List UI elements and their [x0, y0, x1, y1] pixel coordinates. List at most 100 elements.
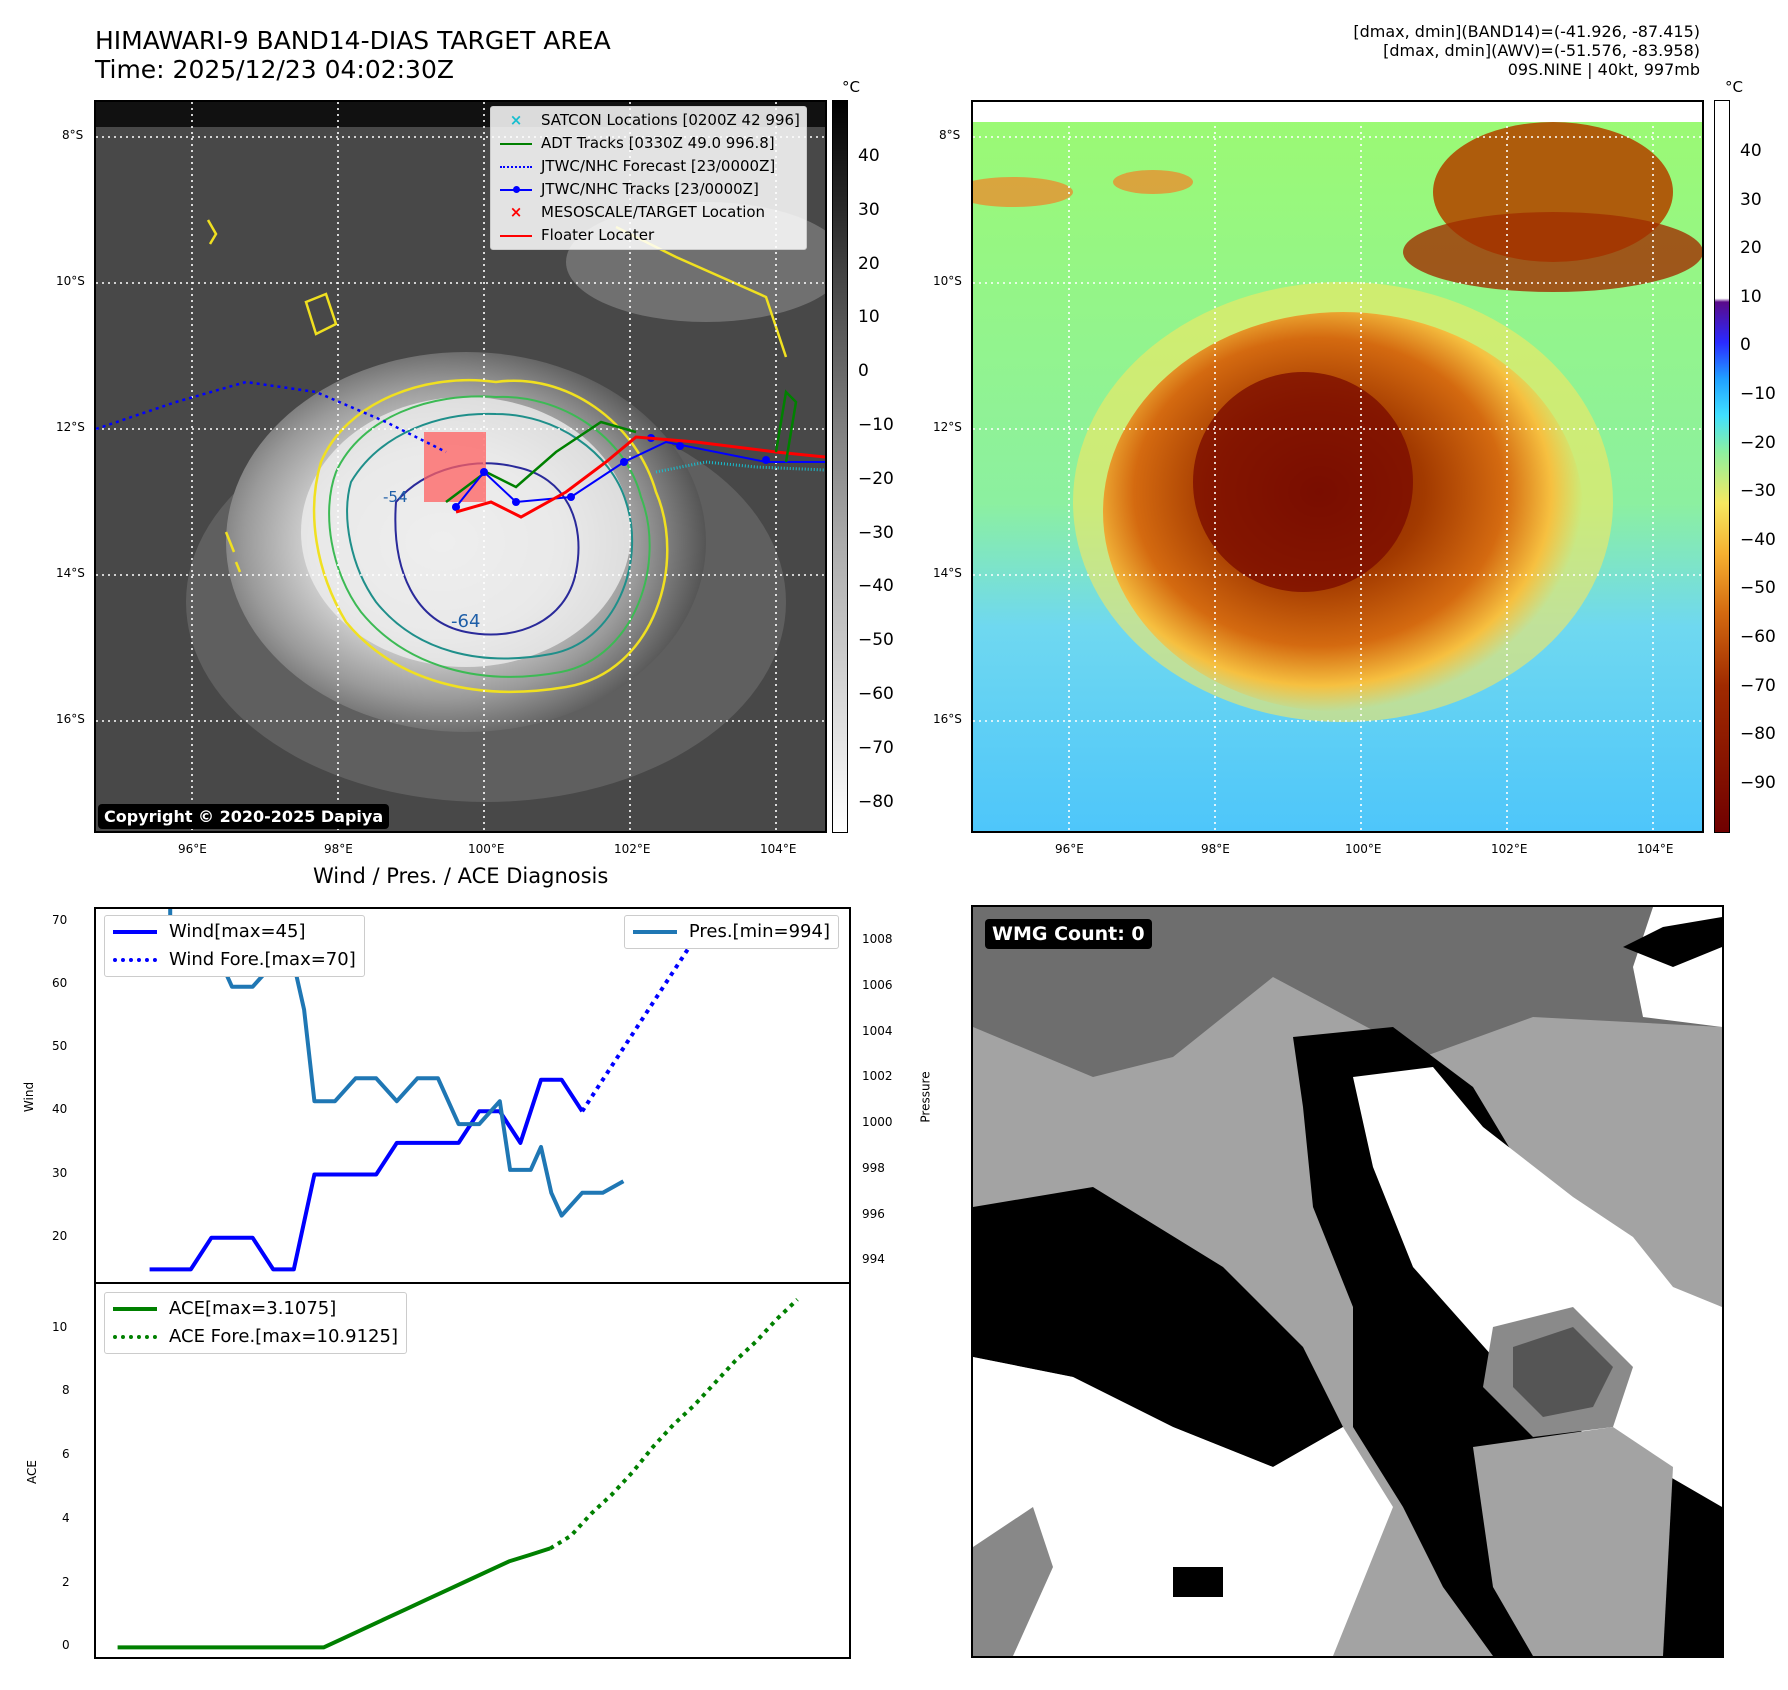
colorbar-right-tick: −90 — [1740, 772, 1776, 793]
target-area-box — [424, 432, 486, 502]
wind-axis-label: Wind — [22, 1081, 37, 1113]
floater-track — [455, 435, 825, 519]
legend-mesoscale: × MESOSCALE/TARGET Location — [497, 201, 800, 224]
legend-ace-forecast: ACE Fore.[max=10.9125] — [113, 1323, 398, 1351]
ir-map-legend: × SATCON Locations [0200Z 42 996] ADT Tra… — [490, 106, 807, 250]
lat-tick: 14°S — [933, 566, 962, 580]
colorbar-left-tick: 30 — [858, 199, 880, 220]
colorbar-right-tick: −10 — [1740, 384, 1776, 404]
pressure-legend: Pres.[min=994] — [623, 915, 839, 949]
series-wind-fore-line — [580, 919, 830, 1113]
lon-tick: 104°E — [760, 842, 797, 856]
colorbar-right-tick: −70 — [1740, 675, 1776, 696]
wmg-panel: WMG Count: 0 — [971, 905, 1724, 1658]
jtwc-track-points — [452, 434, 770, 511]
series-windline — [149, 1077, 584, 1272]
legend-satcon: × SATCON Locations [0200Z 42 996] — [497, 109, 800, 132]
colorbar-right-tick: 0 — [1740, 335, 1751, 356]
lon-tick: 100°E — [1345, 842, 1382, 856]
colorbar-right — [1714, 100, 1730, 833]
colorbar-left-tick: 0 — [858, 361, 869, 382]
colorbar-right-tick: −50 — [1740, 578, 1776, 599]
colorbar-left-tick: −60 — [858, 684, 894, 704]
legend-pressure: Pres.[min=994] — [632, 918, 830, 946]
colorbar-left-tick: −70 — [858, 737, 894, 758]
colorbar-left-tick: −10 — [858, 415, 894, 435]
pressure-tick: 1006 — [862, 977, 893, 992]
lat-tick: 8°S — [62, 128, 84, 142]
lon-tick: 102°E — [1491, 842, 1528, 856]
stats-block: [dmax, dmin](BAND14)=(-41.926, -87.415) … — [1100, 22, 1700, 79]
lat-tick: 12°S — [933, 420, 962, 434]
wind-tick: 50 — [52, 1039, 68, 1054]
ace-tick: 2 — [62, 1574, 70, 1589]
page-title: HIMAWARI-9 BAND14-DIAS TARGET AREA Time:… — [95, 26, 611, 84]
pressure-tick: 994 — [862, 1252, 885, 1267]
forecast-dotted-icon — [497, 155, 535, 178]
colorbar-right-tick: −80 — [1740, 724, 1776, 745]
colorbar-left-tick: −80 — [858, 791, 894, 812]
track-dot-line-icon — [497, 178, 535, 201]
colorbar-unit-right: °C — [1725, 78, 1743, 96]
lon-tick: 102°E — [614, 842, 651, 856]
wind-line-icon — [113, 930, 157, 934]
pressure-tick: 1004 — [862, 1023, 893, 1038]
title-line-2: Time: 2025/12/23 04:02:30Z — [95, 55, 454, 84]
colorbar-right-tick: 40 — [1740, 141, 1762, 161]
ir-map-panel: -54 -64 × SATCON Locations [0200Z 42 996] — [94, 100, 827, 833]
lon-tick: 96°E — [1055, 842, 1084, 856]
colorbar-unit-left: °C — [842, 78, 860, 96]
wind-tick: 20 — [52, 1228, 68, 1243]
awv-map-gridlines — [973, 102, 1702, 831]
ace-fore-line-icon — [113, 1335, 157, 1339]
contour-label-54: -54 — [383, 488, 408, 506]
adt-line-icon — [497, 132, 535, 155]
legend-jtwc-tracks: JTWC/NHC Tracks [23/0000Z] — [497, 178, 800, 201]
wind-tick: 40 — [52, 1102, 68, 1117]
colorbar-right-tick: 20 — [1740, 238, 1762, 259]
series-ace-fore-line — [549, 1298, 799, 1551]
stat-line-storm: 09S.NINE | 40kt, 997mb — [1507, 60, 1700, 79]
colorbar-left-tick: −30 — [858, 522, 894, 543]
wind-tick: 60 — [52, 975, 68, 990]
lat-tick: 14°S — [56, 566, 85, 580]
lat-tick: 10°S — [933, 274, 962, 288]
wmg-count-badge: WMG Count: 0 — [985, 919, 1152, 949]
colorbar-left-tick: 40 — [858, 146, 880, 166]
lat-tick: 16°S — [933, 712, 962, 726]
wmg-image — [973, 907, 1722, 1656]
lat-tick: 16°S — [56, 712, 85, 726]
colorbar-left — [832, 100, 848, 833]
lon-tick: 98°E — [324, 842, 353, 856]
stat-line-band14: [dmax, dmin](BAND14)=(-41.926, -87.415) — [1353, 22, 1700, 41]
stat-line-awv: [dmax, dmin](AWV)=(-51.576, -83.958) — [1383, 41, 1700, 60]
ace-tick: 8 — [62, 1383, 70, 1398]
lon-tick: 100°E — [468, 842, 505, 856]
lon-tick: 98°E — [1201, 842, 1230, 856]
wind-pressure-panel: Wind[max=45] Wind Fore.[max=70] Pres.[mi… — [94, 907, 851, 1284]
title-line-1: HIMAWARI-9 BAND14-DIAS TARGET AREA — [95, 26, 611, 55]
pressure-tick: 1000 — [862, 1115, 893, 1130]
wind-fore-line-icon — [113, 958, 157, 962]
ace-line-icon — [113, 1307, 157, 1311]
legend-adt: ADT Tracks [0330Z 49.0 996.8] — [497, 132, 800, 155]
pressure-tick: 998 — [862, 1160, 885, 1175]
lat-tick: 10°S — [56, 274, 85, 288]
ace-tick: 10 — [52, 1319, 68, 1334]
jtwc-best-track — [455, 440, 825, 508]
colorbar-left-tick: 20 — [858, 253, 880, 274]
pressure-line-icon — [632, 930, 677, 934]
pressure-tick: 1002 — [862, 1069, 893, 1084]
lat-tick: 12°S — [56, 420, 85, 434]
ace-tick: 0 — [62, 1638, 70, 1653]
satcon-locations — [655, 460, 825, 474]
colorbar-left-tick: −50 — [858, 630, 894, 651]
colorbar-left-tick: −40 — [858, 576, 894, 597]
diagnosis-title: Wind / Pres. / ACE Diagnosis — [313, 864, 609, 888]
jtwc-forecast-track — [96, 380, 447, 454]
colorbar-right-tick: −20 — [1740, 432, 1776, 453]
wind-tick: 30 — [52, 1165, 68, 1180]
legend-wind: Wind[max=45] — [113, 918, 356, 946]
awv-map-panel — [971, 100, 1704, 833]
pressure-tick: 1008 — [862, 932, 893, 947]
